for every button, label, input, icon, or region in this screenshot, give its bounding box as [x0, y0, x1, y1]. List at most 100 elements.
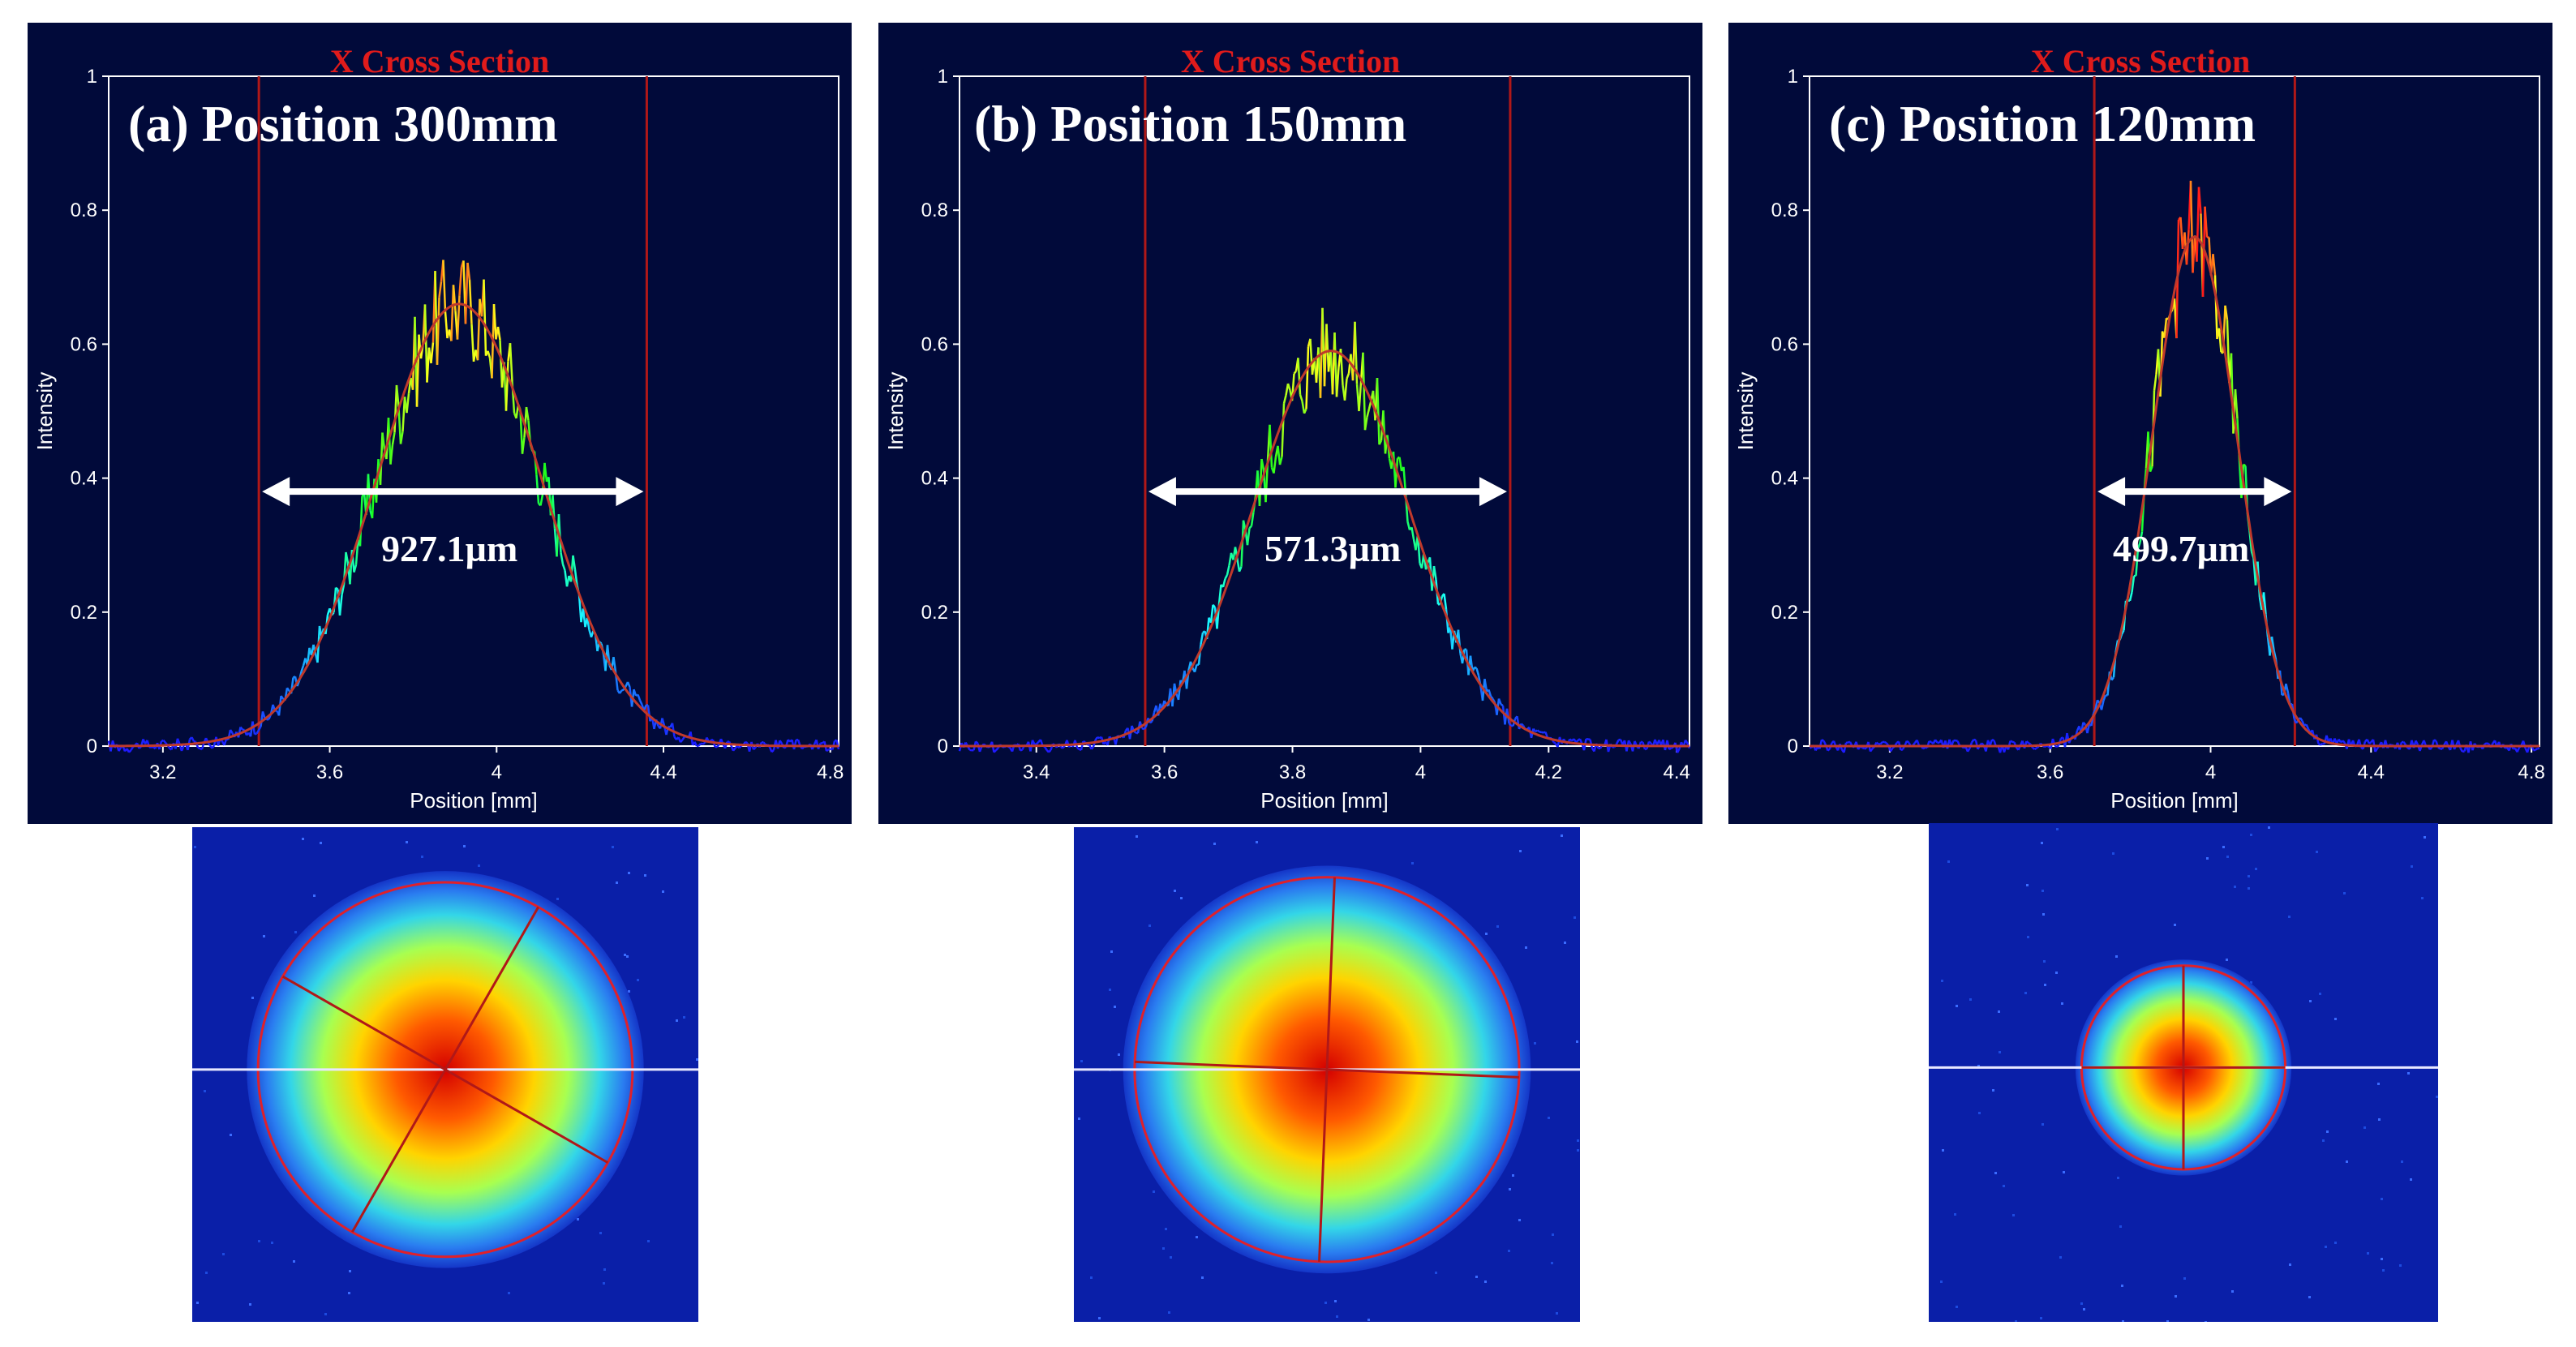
measured-profile-segment	[1989, 739, 1994, 746]
beam-speckle	[1485, 933, 1488, 935]
measured-profile-segment	[539, 494, 544, 506]
beam-speckle	[662, 890, 664, 893]
measured-profile-segment	[161, 739, 165, 743]
measured-profile-segment	[1060, 746, 1064, 749]
measured-profile-segment	[1823, 740, 1827, 746]
measured-profile-segment	[2056, 744, 2060, 748]
y-tick-label: 0.4	[71, 468, 97, 490]
beam-speckle	[2042, 913, 2045, 916]
beam-speckle	[2063, 1171, 2065, 1173]
measured-profile-segment	[2285, 683, 2290, 693]
measured-profile-segment	[335, 586, 339, 590]
beam-speckle	[2382, 1269, 2385, 1272]
beam-speckle	[2041, 1123, 2044, 1126]
beam-speckle	[1165, 1228, 1167, 1230]
measured-profile-segment	[1536, 729, 1540, 733]
beam-speckle	[1153, 1190, 1155, 1193]
beam-speckle	[2407, 1072, 2410, 1075]
beam-profile-image-b	[1074, 827, 1580, 1322]
beam-width-label-c: 499.7µm	[2113, 528, 2250, 569]
measured-profile-segment	[716, 744, 720, 749]
measured-profile-segment	[1209, 604, 1214, 624]
measured-profile-segment	[300, 665, 305, 672]
beam-speckle	[1941, 980, 1943, 982]
measured-profile-segment	[1217, 584, 1222, 605]
beam-speckle	[2222, 846, 2225, 848]
x-tick-label: 4	[1415, 761, 1426, 783]
beam-speckle	[1508, 1250, 1510, 1252]
measured-profile-segment	[1966, 748, 1971, 753]
beam-speckle	[2080, 1302, 2083, 1305]
measured-profile-segment	[1676, 748, 1681, 753]
gaussian-fit-line	[1810, 235, 2540, 748]
measured-profile-segment	[1497, 698, 1502, 705]
measured-profile-segment	[2486, 742, 2489, 745]
measured-profile-segment	[180, 745, 185, 752]
beam-speckle	[249, 1303, 251, 1306]
measured-profile-segment	[1286, 383, 1291, 391]
measured-profile-segment	[487, 350, 492, 358]
measured-profile-segment	[389, 444, 394, 465]
beam-speckle	[616, 882, 618, 884]
measured-profile-segment	[395, 384, 400, 408]
measured-profile-segment	[260, 711, 264, 727]
measured-profile-segment	[1843, 742, 1848, 753]
measured-profile-segment	[1535, 729, 1539, 733]
beam-speckle	[1525, 946, 1527, 949]
measured-profile-segment	[2437, 746, 2441, 750]
beam-speckle	[2234, 886, 2236, 888]
measured-profile-segment	[426, 347, 431, 383]
measured-profile-segment	[406, 393, 410, 414]
x-tick-label: 4.2	[1535, 761, 1562, 783]
x-tick-label: 3.2	[1876, 761, 1903, 783]
measured-profile-segment	[1293, 370, 1297, 375]
beam-speckle	[2012, 1214, 2015, 1216]
beam-speckle	[2115, 955, 2118, 958]
measured-profile-segment	[2086, 723, 2091, 734]
x-tick-label: 3.2	[149, 761, 176, 783]
chart-panel-b: X Cross Section 0 0.2 0.4 0.6 0.8 1 3.4 3.6 3.8 4…	[878, 23, 1702, 824]
chart-title: X Cross Section	[2030, 43, 2251, 79]
measured-profile-segment	[191, 736, 195, 742]
measured-profile-segment	[1475, 667, 1480, 676]
chart-panel-c: X Cross Section 0 0.2 0.4 0.6 0.8 1 3.2 3.6 4 4.4…	[1728, 23, 2552, 824]
beam-speckle	[2316, 851, 2318, 853]
measured-profile-segment	[254, 732, 257, 736]
beam-speckle	[2041, 890, 2044, 892]
plot-area	[959, 75, 1690, 747]
measured-profile-segment	[1378, 440, 1383, 445]
measured-profile-segment	[1875, 741, 1879, 745]
width-arrow-head-right	[616, 477, 644, 507]
beam-speckle	[696, 1058, 698, 1061]
beam-speckle	[2248, 875, 2250, 877]
measured-profile-segment	[387, 418, 392, 465]
beam-speckle	[2056, 828, 2059, 830]
measured-profile-segment	[2234, 388, 2239, 419]
measured-profile-segment	[1648, 740, 1652, 744]
measured-profile-segment	[621, 689, 625, 692]
panel-label-b: (b) Position 150mm	[974, 95, 1407, 152]
beam-speckle	[2325, 1246, 2327, 1248]
measured-profile-segment	[1956, 740, 1961, 746]
x-tick-label: 4	[2205, 761, 2216, 783]
measured-profile-segment	[207, 742, 212, 747]
beam-speckle	[1954, 1213, 1956, 1216]
beam-speckle	[421, 856, 423, 858]
measured-profile-segment	[1376, 378, 1380, 445]
measured-profile-segment	[391, 432, 396, 445]
measured-profile-segment	[2092, 708, 2097, 714]
beam-speckle	[1148, 924, 1151, 927]
measured-profile-segment	[1305, 346, 1310, 410]
measured-profile-segment	[1212, 603, 1216, 608]
measured-profile-segment	[1410, 527, 1415, 540]
measured-profile-segment	[257, 726, 262, 731]
beam-profile-image-a	[192, 827, 698, 1322]
measured-profile-segment	[1246, 528, 1251, 546]
beam-speckle	[676, 1019, 678, 1022]
beam-speckle	[1956, 1306, 1958, 1308]
measured-profile-segment	[211, 744, 216, 749]
measured-profile-segment	[1224, 574, 1229, 580]
y-tick-label: 0.6	[1771, 333, 1798, 355]
measured-profile-segment	[1299, 394, 1303, 401]
measured-profile-segment	[1226, 564, 1230, 576]
